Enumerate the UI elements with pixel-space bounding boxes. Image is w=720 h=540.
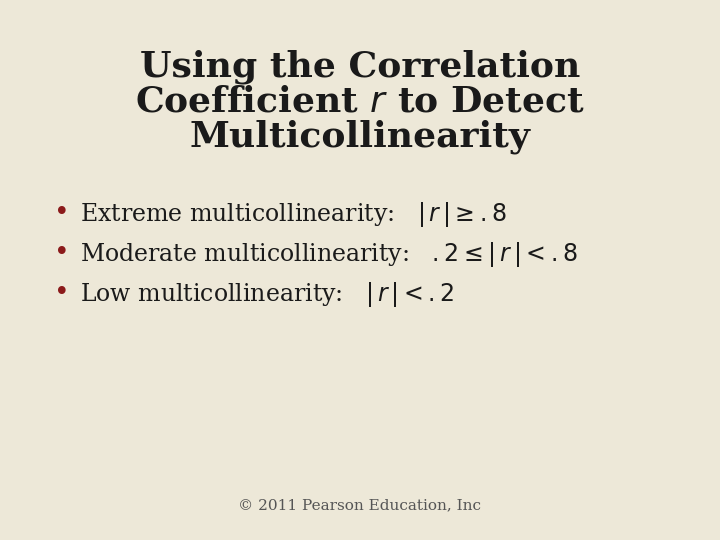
- Text: Multicollinearity: Multicollinearity: [189, 120, 531, 154]
- Text: •: •: [54, 240, 70, 266]
- Text: Low multicollinearity:   $|\,r\,|<.2$: Low multicollinearity: $|\,r\,|<.2$: [80, 280, 454, 309]
- Text: •: •: [54, 280, 70, 306]
- Text: © 2011 Pearson Education, Inc: © 2011 Pearson Education, Inc: [238, 498, 482, 512]
- Text: Using the Correlation: Using the Correlation: [140, 50, 580, 84]
- Text: Moderate multicollinearity:   $.2\leq|\,r\,|<.8$: Moderate multicollinearity: $.2\leq|\,r\…: [80, 240, 577, 269]
- Text: Coefficient $\mathbf{\mathit{r}}$ to Detect: Coefficient $\mathbf{\mathit{r}}$ to Det…: [135, 85, 585, 119]
- Text: •: •: [54, 200, 70, 226]
- Text: Extreme multicollinearity:   $|\,r\,|\geq .8$: Extreme multicollinearity: $|\,r\,|\geq …: [80, 200, 507, 229]
